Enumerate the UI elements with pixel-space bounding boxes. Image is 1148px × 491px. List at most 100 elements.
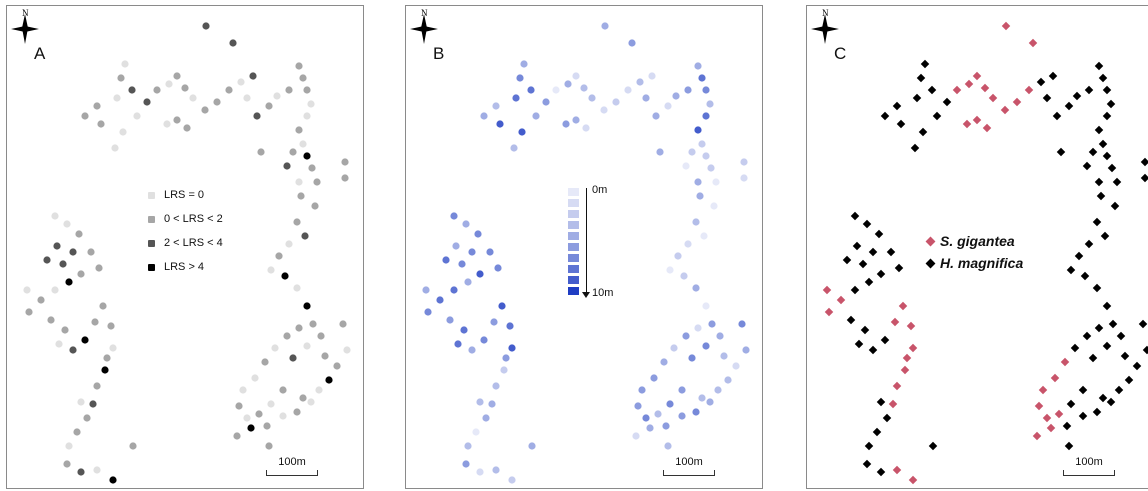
survey-point [293,284,301,292]
survey-point [698,394,706,402]
survey-point [63,220,71,228]
survey-point [281,272,289,280]
survey-point [1046,423,1056,433]
survey-point [1100,231,1110,241]
survey-point [874,229,884,239]
survey-point [846,315,856,325]
survey-point [65,278,73,286]
survey-point [243,94,251,102]
survey-point [301,232,309,240]
survey-point [490,318,498,326]
survey-point [480,336,488,344]
survey-point [1110,201,1120,211]
survey-point [742,346,750,354]
survey-point [564,80,572,88]
lrs-point-layer [23,22,351,484]
survey-point [119,128,127,136]
depth-ramp-cell [568,210,579,218]
survey-point [1107,163,1117,173]
depth-top-label: 0m [592,184,608,196]
survey-point [1106,397,1116,407]
survey-point [450,286,458,294]
survey-point [1092,217,1102,227]
survey-point [508,344,516,352]
panel-label: B [433,44,445,63]
survey-point [297,192,305,200]
survey-point [488,400,496,408]
survey-point [303,86,311,94]
survey-point [1056,147,1066,157]
survey-point [908,475,918,485]
survey-point [279,386,287,394]
survey-point [93,102,101,110]
survey-point [662,422,670,430]
survey-point [892,101,902,111]
scale-bar-line [1063,470,1115,476]
survey-point [898,301,908,311]
scale-bar: 100m [663,456,715,482]
survey-point [822,285,832,295]
survey-point [51,286,59,294]
depth-ramp-cell [568,188,579,196]
survey-point [1000,105,1010,115]
survey-point [868,345,878,355]
survey-point [852,241,862,251]
survey-point [101,366,109,374]
survey-point [271,344,279,352]
survey-point [283,332,291,340]
survey-point [63,460,71,468]
survey-point [1140,157,1148,167]
survey-point [81,336,89,344]
survey-point [612,98,620,106]
survey-point [476,468,484,476]
survey-point [460,326,468,334]
survey-point [888,399,898,409]
survey-point [253,112,261,120]
survey-point [482,414,490,422]
survey-point [500,366,508,374]
survey-point [1064,101,1074,111]
survey-point [69,346,77,354]
survey-point [213,98,221,106]
legend-row: S. gigantea [925,230,1023,252]
lrs-legend: LRS = 0 0 < LRS < 2 2 < LRS < 4 LRS > 4 [148,183,223,279]
survey-point [656,148,664,156]
survey-point [1064,441,1074,451]
survey-point [1084,85,1094,95]
survey-point [255,410,263,418]
survey-point [628,39,636,47]
survey-point [862,219,872,229]
legend-swatch [148,215,155,223]
survey-point [712,178,720,186]
survey-point [868,247,878,257]
survey-point [694,324,702,332]
survey-point [582,124,590,132]
survey-point [912,93,922,103]
survey-point [842,255,852,265]
survey-point [1140,173,1148,183]
survey-point [476,398,484,406]
legend-swatch [148,239,155,247]
survey-point [886,247,896,257]
survey-point [601,22,609,30]
survey-point [143,98,151,106]
survey-point [642,94,650,102]
legend-label: 0 < LRS < 2 [164,213,223,225]
survey-point [692,218,700,226]
survey-point [698,74,706,82]
survey-point [860,325,870,335]
survey-point [23,286,31,294]
survey-point [103,354,111,362]
survey-point [307,100,315,108]
survey-point [1102,85,1112,95]
survey-point [1088,353,1098,363]
survey-point [542,98,550,106]
legend-row: 0 < LRS < 2 [148,207,223,231]
depth-ramp-cell [568,287,579,295]
survey-point [309,320,317,328]
survey-point [295,178,303,186]
legend-label: S. gigantea [940,233,1015,249]
survey-point [714,386,722,394]
survey-point [1012,97,1022,107]
survey-point [480,112,488,120]
